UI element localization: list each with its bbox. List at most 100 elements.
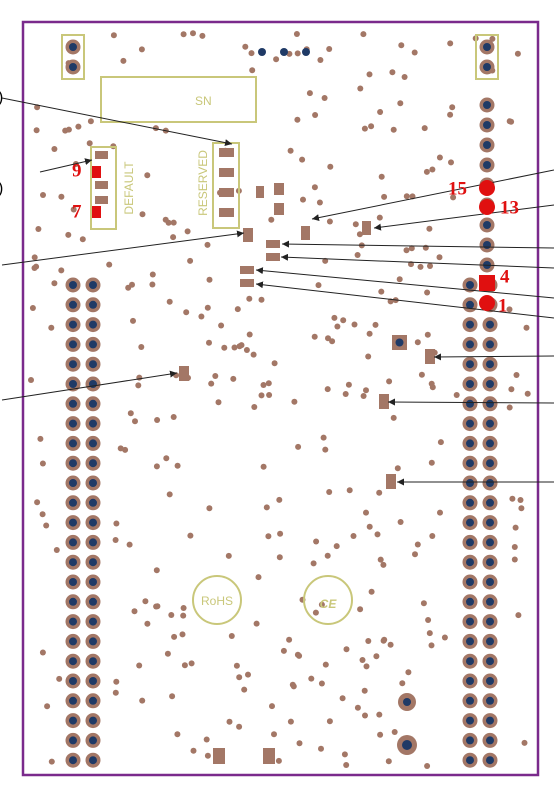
via (236, 674, 243, 681)
via (43, 522, 50, 529)
via (58, 267, 65, 274)
via (331, 314, 338, 321)
hole (486, 320, 494, 329)
via (299, 156, 306, 163)
via (171, 633, 178, 640)
via (420, 600, 427, 607)
via (437, 509, 443, 516)
via (403, 193, 410, 200)
hole (69, 340, 77, 349)
hole (466, 281, 474, 289)
via (398, 42, 405, 49)
hole (466, 736, 474, 745)
via (139, 211, 146, 218)
via (241, 686, 248, 693)
via (359, 657, 366, 663)
via (117, 445, 124, 452)
via (345, 381, 352, 388)
via (360, 31, 367, 38)
via (293, 31, 300, 37)
via (250, 351, 257, 358)
via (324, 386, 331, 393)
via (276, 496, 283, 503)
hole (486, 419, 494, 428)
via (187, 257, 194, 264)
via (378, 288, 385, 295)
via (390, 126, 397, 133)
via (322, 257, 329, 264)
via (152, 125, 159, 132)
via (408, 245, 415, 252)
via (53, 547, 60, 553)
via (506, 404, 513, 411)
hole (486, 439, 494, 448)
headers (65, 39, 498, 768)
hole (486, 756, 494, 765)
via (183, 309, 190, 316)
via (428, 459, 435, 466)
via (225, 552, 232, 559)
via (447, 40, 454, 47)
via (138, 344, 145, 350)
via (326, 718, 333, 725)
via (320, 434, 327, 441)
via (521, 739, 528, 746)
via (361, 125, 368, 132)
sn-box (100, 76, 257, 123)
reserved-label: RESERVED (196, 150, 210, 216)
via (374, 531, 381, 538)
via (138, 46, 145, 53)
hole (89, 300, 97, 309)
via (313, 538, 320, 545)
via (258, 392, 265, 399)
hole (466, 538, 474, 547)
via (204, 304, 211, 311)
via (199, 32, 206, 39)
hole (483, 101, 491, 109)
via (168, 612, 175, 618)
via (376, 489, 383, 496)
hole (89, 617, 97, 626)
via (163, 455, 170, 462)
via (350, 533, 357, 539)
hole (486, 340, 494, 349)
via (228, 633, 235, 639)
pin-label: 13 (500, 197, 519, 218)
via (236, 723, 243, 730)
default-box (90, 146, 117, 230)
via (378, 173, 385, 180)
via (437, 439, 444, 446)
via (489, 35, 496, 42)
hole (466, 657, 474, 666)
hole (483, 221, 491, 229)
via (287, 147, 294, 154)
hole (69, 597, 77, 606)
via (312, 112, 319, 118)
via (326, 46, 333, 52)
hole (69, 617, 77, 626)
via (221, 344, 228, 351)
hole (89, 538, 97, 547)
via (343, 762, 350, 768)
mount-hole (258, 48, 266, 56)
via (312, 609, 319, 616)
via (113, 678, 120, 685)
via (429, 533, 436, 539)
via (414, 339, 421, 346)
hole (486, 736, 494, 745)
hole (69, 498, 77, 507)
via (181, 662, 188, 669)
via (33, 127, 40, 134)
via (208, 380, 215, 387)
hole (466, 340, 474, 349)
via (417, 263, 424, 270)
hole (69, 439, 77, 448)
via (112, 537, 119, 543)
via (377, 731, 384, 738)
via (245, 671, 251, 678)
via (273, 56, 280, 63)
via (513, 372, 520, 378)
via (180, 605, 187, 611)
via (113, 520, 120, 527)
via (306, 90, 313, 97)
